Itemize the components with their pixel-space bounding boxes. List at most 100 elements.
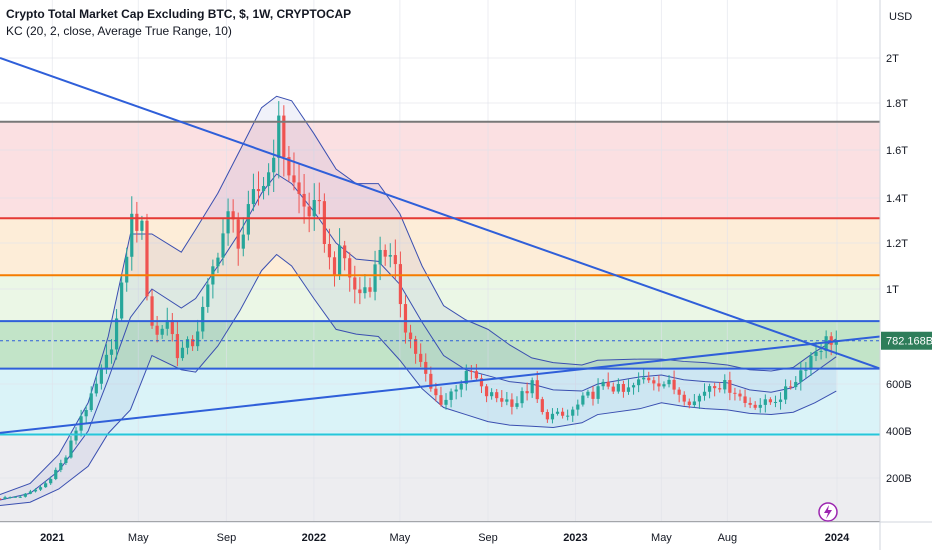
zone-band — [0, 321, 880, 369]
candle-body — [713, 386, 717, 389]
candles — [0, 101, 838, 501]
candle-body — [307, 206, 311, 217]
candle-body — [459, 383, 463, 390]
candle-body — [768, 399, 772, 403]
candle-body — [135, 213, 139, 231]
candle-body — [550, 413, 555, 420]
candle-body — [246, 204, 250, 235]
candle-body — [530, 380, 534, 394]
candle-body — [591, 391, 595, 399]
candle-body — [196, 331, 200, 347]
candle-body — [829, 336, 833, 345]
candle-body — [201, 306, 205, 332]
candle-body — [733, 392, 737, 394]
candle-body — [125, 256, 129, 283]
keltner-channel — [0, 95, 837, 506]
candle-body — [383, 249, 387, 257]
candle-body — [454, 389, 458, 392]
candle-body — [216, 257, 220, 267]
x-tick-label: 2022 — [302, 532, 326, 544]
candle-body — [84, 410, 88, 417]
currency-label: USD — [889, 11, 912, 23]
candle-body — [373, 264, 377, 292]
candle-body — [3, 497, 7, 499]
candle-body — [789, 386, 793, 388]
candle-body — [18, 496, 22, 498]
lightning-icon — [818, 502, 838, 522]
candle-body — [429, 373, 433, 389]
candle-body — [206, 284, 210, 307]
candle-body — [272, 157, 276, 173]
candle-body — [479, 378, 484, 387]
candle-body — [682, 394, 686, 402]
y-tick-label: 200B — [886, 473, 912, 485]
candle-body — [398, 264, 403, 305]
candle-body — [490, 392, 494, 397]
candle-body — [302, 193, 306, 207]
candle-body — [763, 399, 767, 405]
candle-body — [49, 479, 53, 484]
candle-body — [145, 220, 149, 297]
y-tick-label: 1.2T — [886, 238, 908, 250]
candle-body — [221, 233, 225, 258]
candle-body — [114, 318, 119, 350]
candle-body — [834, 340, 838, 345]
candle-body — [652, 380, 656, 384]
candle-body — [74, 430, 78, 441]
chart-legend: Crypto Total Market Cap Excluding BTC, $… — [6, 6, 351, 40]
candle-body — [702, 391, 707, 396]
candle-body — [515, 403, 519, 407]
candle-body — [738, 393, 742, 397]
candle-body — [677, 389, 681, 395]
candle-body — [140, 220, 144, 231]
candle-body — [130, 213, 134, 257]
x-tick-label: 2023 — [563, 532, 587, 544]
candle-body — [540, 399, 544, 413]
candle-body — [388, 255, 392, 257]
candle-body — [637, 379, 641, 386]
candle-body — [109, 349, 114, 355]
candle-body — [748, 402, 752, 405]
last-price-label: 782.168B — [886, 336, 932, 348]
candle-body — [150, 296, 154, 326]
candle-body — [642, 377, 646, 380]
candle-body — [697, 395, 702, 402]
candle-body — [439, 395, 443, 405]
y-tick-label: 1.4T — [886, 193, 908, 205]
candle-body — [784, 386, 788, 400]
candle-body — [185, 339, 190, 348]
x-tick-label: 2021 — [40, 532, 64, 544]
candle-body — [505, 399, 509, 402]
candle-body — [819, 351, 823, 353]
candle-body — [165, 320, 169, 329]
candle-body — [104, 354, 109, 369]
candle-body — [778, 399, 783, 402]
candle-body — [8, 497, 12, 499]
time-axis-bg — [0, 522, 932, 550]
candle-body — [23, 493, 27, 497]
y-tick-label: 600B — [886, 379, 912, 391]
candle-body — [799, 370, 803, 382]
candle-body — [59, 462, 63, 470]
candle-body — [267, 172, 271, 186]
candle-body — [495, 392, 499, 399]
candle-body — [449, 391, 453, 400]
candle-body — [718, 388, 722, 390]
trendline — [0, 335, 881, 434]
candle-body — [621, 384, 626, 392]
candle-body — [332, 257, 337, 275]
candle-body — [434, 388, 438, 396]
candle-body — [403, 304, 408, 333]
candle-body — [256, 189, 261, 192]
candle-body — [631, 385, 636, 388]
x-tick-label: Aug — [718, 532, 738, 544]
candle-body — [54, 469, 58, 480]
candle-body — [13, 496, 17, 498]
candle-body — [312, 200, 316, 217]
candle-body — [484, 386, 489, 397]
candle-body — [707, 386, 712, 392]
y-tick-label: 400B — [886, 426, 912, 438]
x-tick-label: 2024 — [825, 532, 850, 544]
